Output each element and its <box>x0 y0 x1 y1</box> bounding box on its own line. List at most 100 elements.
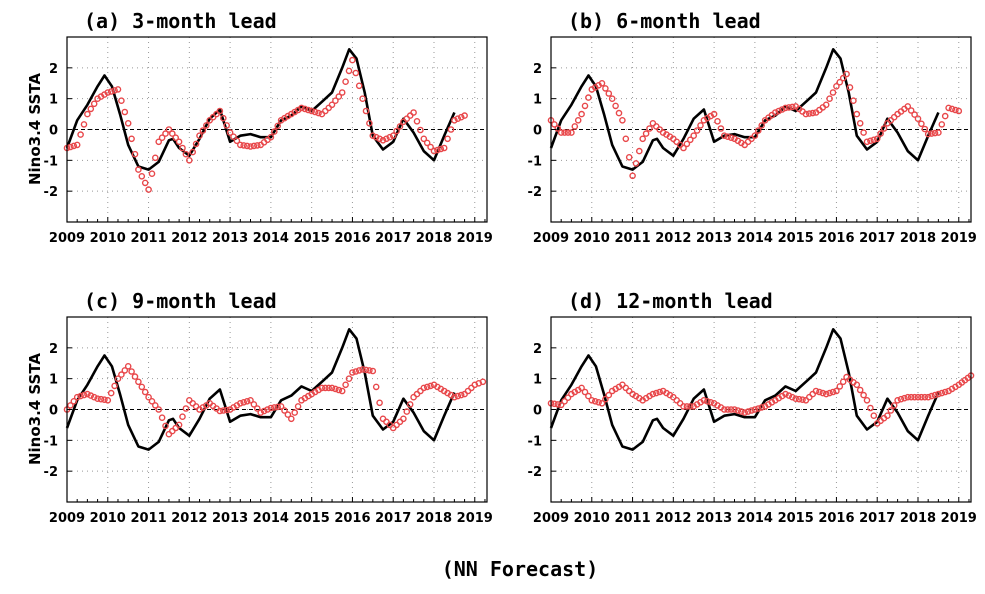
panel-d-xtick-label: 2015 <box>778 511 814 526</box>
panel-a-xtick-label: 2014 <box>253 231 289 246</box>
panel-b-forecast-point <box>846 84 854 91</box>
panel-b-forecast-point <box>843 70 850 78</box>
panel-b-forecast-point <box>727 134 735 141</box>
panel-b-forecast-point <box>554 125 562 132</box>
panel-d-xtick-label: 2009 <box>533 511 569 526</box>
panel-a-forecast-point <box>437 145 445 153</box>
panel-a-forecast-point <box>73 141 81 149</box>
panel-b-forecast-point <box>860 129 867 136</box>
panel-c-forecast-point <box>70 397 78 405</box>
panel-b-forecast-point <box>778 106 786 113</box>
panel-a-forecast-point <box>175 138 183 146</box>
panel-c-forecast-point <box>369 367 377 375</box>
panel-a-forecast-point <box>376 135 383 143</box>
panel-b-forecast-series <box>547 70 963 180</box>
panel-c-forecast-point <box>179 413 186 421</box>
panel-a-forecast-point <box>199 127 207 134</box>
panel-d-forecast-point <box>914 393 922 401</box>
panel-c-forecast-point <box>67 402 74 409</box>
panel-a-ytick-label: -1 <box>44 154 58 169</box>
panel-a-forecast-point <box>440 144 448 152</box>
panel-b-forecast-point <box>571 123 579 130</box>
panel-d-plot: 2009 2010 2011 2012 2013 2014 2015 2016 2017 2018… <box>528 316 977 526</box>
panel-a-forecast-point <box>189 148 196 156</box>
panel-b-forecast-point <box>724 133 732 140</box>
panel-c-forecast-point <box>94 395 101 403</box>
panel-c-forecast-point <box>87 392 95 399</box>
panel-a-xtick-label: 2019 <box>457 231 493 246</box>
panel-c-plot: 2009 2010 2011 2012 2013 2014 2015 2016 2017 2018… <box>44 316 493 526</box>
panel-b-forecast-point <box>809 109 817 117</box>
panel-d-xtick-label: 2012 <box>655 511 691 526</box>
panel-b-xtick-label: 2012 <box>655 231 691 246</box>
panel-a-forecast-point <box>349 56 356 64</box>
panel-a-forecast-point <box>124 120 132 127</box>
panel-a-forecast-point <box>162 130 169 137</box>
panel-a-forecast-point <box>151 154 159 162</box>
panel-a-forecast-point <box>216 107 224 115</box>
panel-b-forecast-point <box>907 107 915 114</box>
panel-d-forecast-point <box>856 386 864 394</box>
panel-d-forecast-point <box>595 398 602 406</box>
panel-c-xtick-label: 2012 <box>171 511 207 526</box>
panel-a-forecast-point <box>236 141 244 149</box>
panel-a-forecast-point <box>233 137 241 145</box>
panel-c-forecast-point <box>281 407 288 414</box>
panel-d-forecast-point <box>782 390 789 398</box>
panel-d-ytick-label: -1 <box>528 434 542 449</box>
panel-a-forecast-point <box>457 113 465 121</box>
panel-b-ytick-label: 0 <box>533 124 542 139</box>
panel-d-forecast-point <box>704 397 711 405</box>
panel-a-forecast-point <box>328 101 336 109</box>
panel-a-forecast-point <box>366 120 373 127</box>
panel-c-forecast-point <box>332 385 339 393</box>
panel-b-forecast-point <box>721 132 728 139</box>
panel-a-forecast-point <box>332 97 339 104</box>
panel-b-forecast-point <box>710 110 718 118</box>
panel-b-observed-line <box>549 47 940 171</box>
panel-b-forecast-point <box>877 130 884 137</box>
panel-b-forecast-point <box>775 107 783 115</box>
panel-b-forecast-point <box>680 144 687 152</box>
panel-b-forecast-point <box>574 117 582 124</box>
panel-a-forecast-point <box>454 115 462 122</box>
panel-a-forecast-point <box>80 121 88 128</box>
panel-d-forecast-point <box>789 393 796 401</box>
panel-c-forecast-point <box>80 391 88 399</box>
panel-c-ytick-label: -2 <box>44 465 58 480</box>
panel-d-forecast-point <box>683 403 691 410</box>
panel-b-xtick-label: 2017 <box>859 231 895 246</box>
panel-a-ylabel: Nino3.4 SSTA <box>26 73 44 185</box>
panel-a-forecast-point <box>410 109 417 116</box>
panel-a-forecast-point <box>386 133 394 141</box>
panel-d-forecast-point <box>931 391 939 399</box>
panel-c-forecast-point <box>145 393 152 401</box>
panel-b-forecast-point <box>928 130 935 137</box>
panel-b-forecast-point <box>615 109 623 117</box>
panel-b-forecast-point <box>578 110 585 118</box>
panel-a-forecast-point <box>315 109 322 117</box>
panel-c-forecast-point <box>155 406 162 413</box>
panel-b-forecast-point <box>921 125 929 133</box>
panel-a-forecast-point <box>219 114 227 122</box>
panel-d-forecast-point <box>819 389 827 397</box>
panel-a-forecast-point <box>298 104 305 112</box>
panel-c-xtick-label: 2010 <box>90 511 126 526</box>
panel-c-ylabel: Nino3.4 SSTA <box>26 353 44 465</box>
panel-c-xtick-label: 2019 <box>457 511 493 526</box>
panel-c-forecast-point <box>216 407 224 415</box>
panel-c-forecast-point <box>104 396 112 404</box>
panel-c-forecast-point <box>182 405 190 412</box>
panel-c-forecast-point <box>243 397 251 405</box>
panel-c-forecast-point <box>124 362 132 370</box>
panel-c-ytick-label: -1 <box>44 434 58 449</box>
panel-d-forecast-point <box>901 394 908 402</box>
panel-c-forecast-point <box>403 408 411 415</box>
panel-c-forecast-point <box>284 411 292 418</box>
panel-a-forecast-point <box>135 166 142 173</box>
panel-c-forecast-point <box>267 404 275 412</box>
panel-c-forecast-point <box>135 378 142 386</box>
panel-a-forecast-point <box>430 147 438 155</box>
panel-a-ytick-label: 0 <box>49 124 58 139</box>
